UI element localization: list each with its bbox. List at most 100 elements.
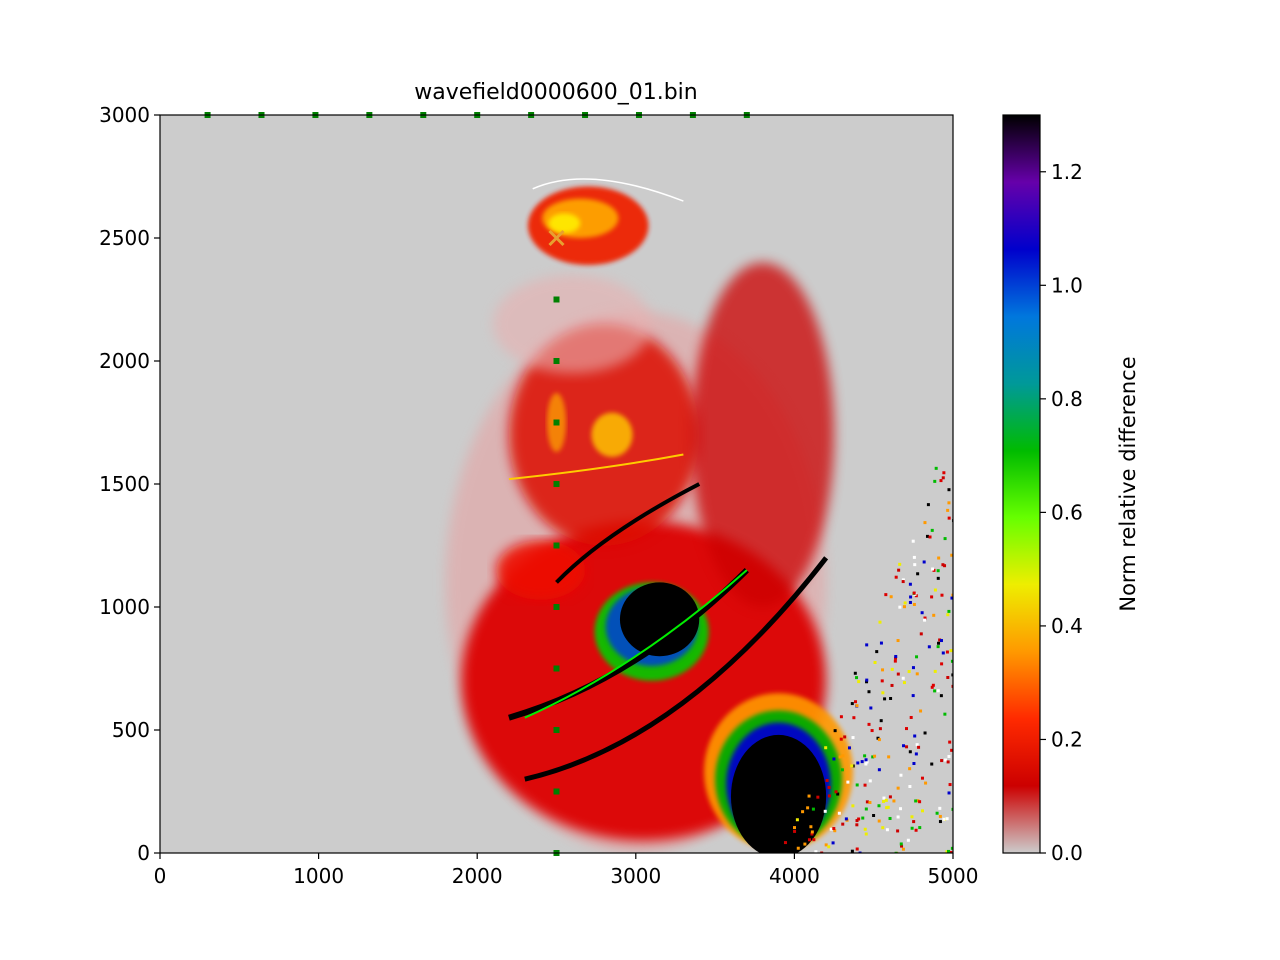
noise-pixel	[941, 563, 945, 567]
noise-pixel	[946, 613, 950, 617]
noise-pixel	[864, 807, 868, 811]
noise-pixel	[905, 727, 909, 731]
noise-pixel	[911, 539, 915, 543]
receiver-vertical	[553, 481, 560, 487]
noise-pixel	[909, 595, 913, 599]
noise-pixel	[885, 806, 889, 810]
noise-pixel	[950, 659, 953, 663]
noise-pixel	[943, 564, 947, 568]
noise-pixel	[939, 479, 943, 483]
noise-pixel	[807, 838, 811, 842]
noise-pixel	[912, 591, 916, 595]
noise-pixel	[896, 639, 900, 643]
noise-pixel	[851, 736, 855, 740]
noise-pixel	[943, 537, 947, 541]
noise-pixel	[919, 632, 923, 636]
noise-pixel	[877, 819, 881, 823]
noise-pixel	[810, 830, 814, 834]
noise-pixel	[941, 476, 945, 480]
noise-pixel	[796, 828, 800, 832]
noise-pixel	[872, 814, 876, 818]
noise-pixel	[887, 755, 891, 759]
noise-pixel	[884, 593, 888, 597]
noise-pixel	[933, 669, 937, 673]
noise-pixel	[915, 743, 919, 747]
noise-pixel	[870, 729, 874, 733]
noise-pixel	[932, 613, 936, 617]
noise-pixel	[950, 846, 953, 850]
noise-pixel	[903, 601, 907, 605]
noise-pixel	[881, 826, 885, 830]
wavefront-arc	[555, 482, 701, 584]
noise-pixel	[843, 735, 847, 739]
receiver-vertical	[553, 358, 560, 364]
noise-pixel	[908, 600, 912, 604]
noise-pixel	[899, 842, 903, 846]
noise-pixel	[846, 780, 850, 784]
x-tick-label: 3000	[610, 864, 661, 888]
noise-pixel	[950, 748, 953, 752]
noise-pixel	[920, 776, 924, 780]
noise-pixel	[916, 799, 920, 803]
noise-pixel	[850, 764, 854, 768]
wavefront-arc	[508, 453, 684, 481]
noise-pixel	[892, 799, 896, 803]
noise-pixel	[937, 641, 941, 645]
colorbar: 0.0 0.2 0.4 0.6 0.8 1.0 1.2 Norm relative diff…	[1002, 114, 1140, 865]
noise-pixel	[946, 508, 950, 512]
noise-pixel	[894, 654, 898, 658]
noise-pixel	[793, 829, 797, 833]
noise-pixel	[907, 670, 911, 674]
noise-pixel	[857, 680, 861, 684]
y-tick-label: 1500	[99, 472, 150, 496]
noise-pixel	[823, 809, 827, 813]
x-tick-label: 0	[154, 864, 167, 888]
noise-pixel	[918, 800, 922, 804]
y-axis: 0 500 1000 1500 2000 2500 3000	[99, 103, 160, 865]
noise-pixel	[893, 659, 897, 663]
noise-pixel	[889, 696, 893, 700]
noise-pixel	[809, 825, 813, 829]
noise-pixel	[914, 799, 918, 803]
noise-pixel	[850, 849, 854, 853]
noise-pixel	[814, 850, 818, 853]
y-tick-label: 3000	[99, 103, 150, 127]
colorbar-ticks: 0.0 0.2 0.4 0.6 0.8 1.0 1.2	[1040, 160, 1083, 865]
noise-pixel	[927, 645, 931, 649]
noise-pixel	[944, 758, 948, 762]
noise-pixel	[853, 671, 857, 675]
plot-area	[159, 112, 954, 856]
noise-pixel	[816, 795, 820, 799]
noise-pixel	[871, 755, 875, 759]
wavefront-arc	[532, 178, 684, 202]
x-tick-label: 2000	[452, 864, 503, 888]
noise-pixel	[801, 810, 805, 814]
noise-pixel	[925, 534, 929, 538]
noise-pixel	[946, 675, 950, 679]
source-marker	[548, 229, 565, 247]
noise-pixel	[926, 503, 930, 507]
noise-pixel	[889, 595, 893, 599]
noise-pixel	[951, 593, 953, 597]
y-tick-label: 2500	[99, 226, 150, 250]
noise-pixel	[880, 679, 884, 683]
noise-pixel	[852, 716, 856, 720]
noise-pixel	[792, 826, 796, 830]
noise-pixel	[831, 841, 835, 845]
colorbar-tick-label: 0.8	[1051, 387, 1083, 411]
noise-pixel	[839, 737, 843, 741]
noise-pixel	[811, 807, 815, 811]
noise-pixel	[829, 827, 833, 831]
noise-pixel	[939, 694, 943, 698]
noise-pixel	[909, 715, 913, 719]
noise-pixel	[898, 562, 902, 566]
noise-pixel	[873, 754, 877, 758]
noise-pixel	[855, 823, 859, 827]
noise-pixel	[901, 580, 905, 584]
noise-pixel	[817, 813, 821, 817]
noise-pixel	[924, 781, 928, 785]
noise-pixel	[897, 568, 901, 572]
noise-pixel	[865, 800, 869, 804]
noise-pixel	[947, 609, 951, 613]
noise-pixel	[820, 851, 824, 853]
